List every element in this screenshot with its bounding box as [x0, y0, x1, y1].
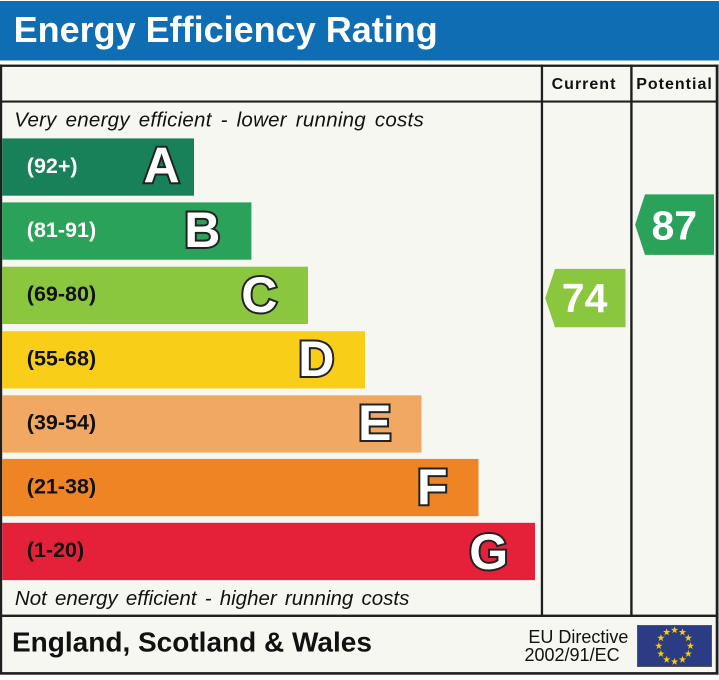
svg-text:F: F — [417, 459, 448, 515]
svg-text:EU Directive: EU Directive — [528, 627, 628, 647]
svg-text:Potential: Potential — [636, 76, 713, 93]
svg-text:74: 74 — [562, 275, 608, 321]
svg-text:E: E — [358, 395, 391, 451]
svg-text:2002/91/EC: 2002/91/EC — [525, 645, 620, 665]
svg-text:Energy Efficiency Rating: Energy Efficiency Rating — [14, 9, 438, 50]
svg-text:(21-38): (21-38) — [27, 474, 96, 498]
svg-text:A: A — [143, 138, 179, 194]
svg-text:87: 87 — [651, 202, 697, 248]
svg-text:(92+): (92+) — [27, 154, 78, 178]
svg-text:Current: Current — [552, 76, 617, 93]
svg-text:(1-20): (1-20) — [27, 538, 84, 562]
svg-text:D: D — [298, 331, 334, 387]
svg-text:C: C — [241, 267, 277, 323]
svg-text:(55-68): (55-68) — [27, 347, 96, 371]
svg-text:G: G — [469, 524, 508, 580]
svg-text:Very energy efficient - lower: Very energy efficient - lower running co… — [14, 109, 424, 132]
svg-text:(81-91): (81-91) — [27, 218, 96, 242]
svg-text:Not energy efficient - higher: Not energy efficient - higher running co… — [15, 587, 409, 610]
svg-text:(39-54): (39-54) — [27, 411, 96, 435]
svg-text:B: B — [184, 202, 220, 258]
svg-text:England, Scotland & Wales: England, Scotland & Wales — [12, 626, 372, 657]
svg-text:(69-80): (69-80) — [27, 282, 96, 306]
